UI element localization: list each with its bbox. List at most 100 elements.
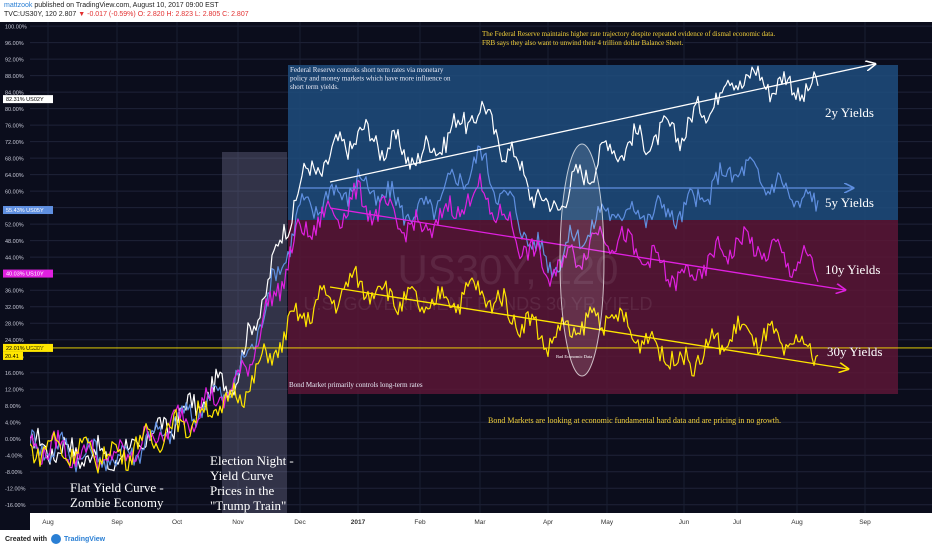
- x-tick-label: 2017: [351, 519, 366, 526]
- x-tick-label: Sep: [111, 519, 123, 526]
- last-value-tag: [3, 269, 53, 278]
- annotation-line: Zombie Economy: [70, 495, 164, 510]
- y-tick-label: 28.00%: [5, 322, 24, 328]
- x-tick-label: Oct: [172, 519, 182, 526]
- bond-markets-pricing-annotation: Bond Markets are looking at economic fun…: [488, 416, 781, 425]
- last-value-label-us10y: 40.03% US10Y: [6, 272, 44, 278]
- x-tick-label: Jul: [733, 519, 742, 526]
- price-tag-label: 20.41: [5, 354, 19, 360]
- y-tick-label: 52.00%: [5, 223, 24, 229]
- last-value-tag: [3, 95, 53, 104]
- annotation-line: Flat Yield Curve -: [70, 480, 164, 495]
- y-tick-label: 60.00%: [5, 190, 24, 196]
- y-axis-band: [0, 22, 30, 513]
- y-tick-label: 36.00%: [5, 289, 24, 295]
- y-tick-label: 100.00%: [5, 25, 27, 31]
- watermark-description: U.S. GOVERNMENT BONDS 30 YR YIELD: [303, 294, 652, 314]
- x-tick-label: May: [601, 519, 614, 526]
- flat-curve-annotation: Flat Yield Curve -Zombie Economy: [70, 480, 164, 510]
- bad-data-ellipse: [559, 143, 605, 377]
- y-tick-label: 12.00%: [5, 388, 24, 394]
- price-tag: [3, 351, 23, 360]
- y-tick-label: 72.00%: [5, 140, 24, 146]
- ohlc-values: O: 2.820 H: 2.823 L: 2.805 C: 2.807: [137, 11, 249, 18]
- bond-market-annotation: Bond Market primarily controls long-term…: [289, 381, 423, 389]
- published-text: published on TradingView.com, August 10,…: [34, 2, 219, 9]
- y-tick-label: 32.00%: [5, 305, 24, 311]
- symbol-line: TVC:US30Y, 120 2.807 ▼ -0.017 (-0.59%) O…: [4, 11, 249, 18]
- x-tick-label: Dec: [294, 519, 306, 526]
- last-value-label-us05y: 55.43% US05Y: [6, 208, 44, 214]
- y-tick-label: -12.00%: [5, 487, 26, 493]
- y-tick-label: 76.00%: [5, 124, 24, 130]
- price-chart[interactable]: US30Y, 120 U.S. GOVERNMENT BONDS 30 YR Y…: [0, 22, 932, 530]
- annotation-line: Prices in the: [210, 483, 274, 498]
- y-tick-label: 16.00%: [5, 371, 24, 377]
- series-line-us30y: [29, 265, 819, 474]
- last-value-tag: [3, 206, 53, 215]
- symbol-text: TVC:US30Y, 120: [4, 11, 57, 18]
- annotation-line: The Federal Reserve maintains higher rat…: [482, 30, 775, 38]
- trend-10y: [329, 207, 845, 290]
- y-tick-label: 0.00%: [5, 437, 21, 443]
- trend-arrows: [300, 64, 875, 377]
- y-tick-label: 84.00%: [5, 91, 24, 97]
- annotation-line: Federal Reserve controls short term rate…: [290, 66, 444, 74]
- price-change: ▼ -0.017 (-0.59%): [78, 11, 136, 18]
- y-tick-label: 64.00%: [5, 173, 24, 179]
- y-tick-label: 92.00%: [5, 58, 24, 64]
- election-annotation: Election Night -Yield Curve Prices in the…: [210, 453, 294, 513]
- y-tick-label: -8.00%: [5, 470, 23, 476]
- y-tick-label: 4.00%: [5, 421, 21, 427]
- x-tick-label: Aug: [42, 519, 54, 526]
- series-line-us02y: [29, 65, 819, 472]
- long-rate-zone: [288, 220, 898, 394]
- annotations: The Federal Reserve maintains higher rat…: [70, 30, 883, 513]
- x-tick-label: Feb: [414, 519, 426, 526]
- y-tick-label: 8.00%: [5, 404, 21, 410]
- x-tick-label: Aug: [791, 519, 803, 526]
- x-tick-label: Apr: [543, 519, 554, 526]
- chart-footer: Created with TradingView: [0, 530, 932, 550]
- y-tick-label: -4.00%: [5, 454, 23, 460]
- y-tick-label: -16.00%: [5, 503, 26, 509]
- tradingview-link[interactable]: TradingView: [64, 536, 106, 543]
- label-2y: 2y Yields: [825, 105, 874, 120]
- last-value-label-us30y: 22.01% US30Y: [6, 346, 44, 352]
- x-axis: Aug Sep Oct Nov Dec 2017 Feb Mar Apr May Jun Jul Aug…: [30, 513, 932, 530]
- chart-header: mattzook published on TradingView.com, A…: [0, 0, 932, 22]
- y-tick-label: 24.00%: [5, 338, 24, 344]
- label-10y: 10y Yields: [825, 262, 881, 277]
- last-value-label-us02y: 82.31% US02Y: [6, 97, 44, 103]
- y-tick-label: 96.00%: [5, 41, 24, 47]
- x-tick-label: Nov: [232, 519, 244, 526]
- annotation-line: short term yields.: [290, 83, 339, 91]
- annotation-line: Election Night -: [210, 453, 294, 468]
- watermark: US30Y, 120 U.S. GOVERNMENT BONDS 30 YR Y…: [303, 246, 652, 314]
- y-tick-label: 44.00%: [5, 256, 24, 262]
- author-link[interactable]: mattzook: [4, 2, 33, 9]
- series-line-us05y: [29, 145, 819, 473]
- trend-2y: [329, 64, 875, 183]
- x-tick-label: Jun: [679, 519, 690, 526]
- x-tick-label: Mar: [474, 519, 486, 526]
- election-highlight: [222, 152, 287, 513]
- tradingview-logo-icon: [51, 534, 61, 544]
- fed-controls-annotation: Federal Reserve controls short term rate…: [290, 66, 451, 91]
- annotation-line: "Trump Train": [210, 498, 286, 513]
- x-tick-label: Sep: [859, 519, 871, 526]
- y-tick-label: 88.00%: [5, 74, 24, 80]
- publish-line: mattzook published on TradingView.com, A…: [4, 2, 219, 9]
- y-tick-label: 80.00%: [5, 107, 24, 113]
- trend-30y: [329, 286, 848, 369]
- label-30y: 30y Yields: [827, 344, 883, 359]
- y-axis: 100.00% 96.00% 92.00% 88.00% 84.00% 80.00% 76.…: [0, 22, 932, 513]
- annotation-line: FRB says they also want to unwind their …: [482, 39, 683, 47]
- fed-annotation: The Federal Reserve maintains higher rat…: [482, 30, 775, 47]
- annotation-line: policy and money markets which have more…: [290, 75, 451, 83]
- annotation-line: Yield Curve: [210, 468, 273, 483]
- x-axis-band: [30, 513, 932, 530]
- bad-data-label: Bad Economic Data: [556, 354, 592, 359]
- last-value-tag: [3, 343, 53, 352]
- label-5y: 5y Yields: [825, 195, 874, 210]
